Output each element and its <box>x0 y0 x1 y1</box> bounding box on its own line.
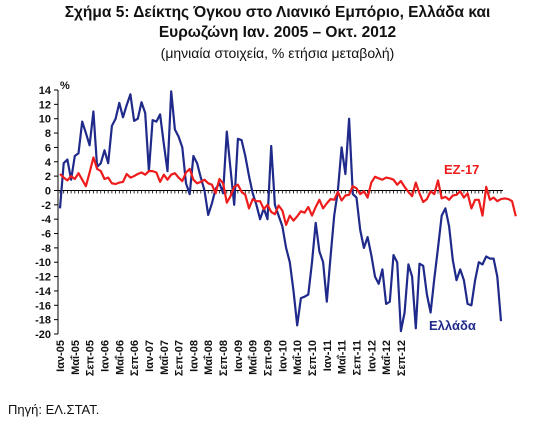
x-tick-label: Ιαν-07 <box>144 340 156 372</box>
y-tick-label: -12 <box>35 272 51 284</box>
y-tick-label: -18 <box>35 315 51 327</box>
x-tick-label: Σεπ-08 <box>218 340 230 376</box>
x-tick-label: Ιαν-11 <box>322 340 334 371</box>
y-tick-label: 14 <box>39 85 52 97</box>
x-tick-label: Ιαν-06 <box>99 340 111 372</box>
y-tick-label: -16 <box>35 300 51 312</box>
chart-title-line1: Σχήμα 5: Δείκτης Όγκου στο Λιανικό Εμπόρ… <box>64 4 491 21</box>
y-tick-label: 10 <box>39 114 51 126</box>
x-tick-label: Σεπ-07 <box>174 340 186 376</box>
series-label-ez17: ΕΖ-17 <box>444 162 479 177</box>
y-axis: 14 12 10 8 6 4 2 0 -2 -4 -6 -8 -10 -12 -14 -16 -18 -20 <box>35 85 59 341</box>
x-tick-label: Ιαν-05 <box>55 340 67 372</box>
y-axis-unit-label: % <box>60 80 70 92</box>
y-tick-label: 2 <box>45 171 51 183</box>
chart-subtitle: (μηνιαία στοιχεία, % ετήσια μεταβολή) <box>160 45 395 61</box>
x-tick-label: Μαΐ-05 <box>70 340 82 375</box>
y-tick-label: 12 <box>39 99 51 111</box>
x-tick-label: Σεπ-12 <box>396 340 408 376</box>
x-tick-label: Ιαν-10 <box>277 340 289 372</box>
x-tick-label: Ιαν-08 <box>188 340 200 372</box>
y-tick-label: 4 <box>45 157 52 169</box>
series-label-greece: Ελλάδα <box>429 318 476 333</box>
source-note: Πηγή: ΕΛ.ΣΤΑΤ. <box>8 402 100 417</box>
x-tick-label: Σεπ-05 <box>85 340 97 376</box>
x-tick-label: Σεπ-11 <box>351 340 363 376</box>
y-tick-label: -10 <box>35 257 51 269</box>
x-tick-label: Μαΐ-10 <box>292 340 304 375</box>
y-tick-label: 0 <box>45 185 51 197</box>
y-tick-label: -14 <box>35 286 52 298</box>
x-tick-label: Μαΐ-07 <box>159 340 171 375</box>
x-tick-label: Μαΐ-06 <box>114 340 126 375</box>
x-tick-label: Μαΐ-09 <box>248 340 260 375</box>
y-tick-label: 6 <box>45 142 51 154</box>
x-tick-label: Σεπ-09 <box>263 340 275 376</box>
series-line-ez17 <box>59 156 517 226</box>
y-tick-label: -20 <box>35 329 51 341</box>
y-tick-label: -8 <box>41 243 51 255</box>
x-tick-label: Μαΐ-12 <box>381 340 393 375</box>
series-group <box>58 90 517 333</box>
x-tick-label: Μαΐ-11 <box>337 340 349 374</box>
y-tick-label: -6 <box>41 229 51 241</box>
series-line-greece <box>58 90 503 333</box>
x-tick-label: Μαΐ-08 <box>203 340 215 375</box>
y-tick-label: -2 <box>41 200 51 212</box>
x-tick-label: Σεπ-10 <box>307 340 319 376</box>
chart-title-line2: Ευρωζώνη Ιαν. 2005 – Οκτ. 2012 <box>158 24 397 41</box>
y-tick-label: 8 <box>45 128 51 140</box>
x-tick-label: Σεπ-06 <box>129 340 141 376</box>
y-tick-label: -4 <box>41 214 52 226</box>
x-axis: Ιαν-05 Μαΐ-05 Σεπ-05 Ιαν-06 Μαΐ-06 Σεπ-06 Ιαν-… <box>55 189 503 376</box>
x-tick-label: Ιαν-09 <box>233 340 245 372</box>
x-tick-label: Ιαν-12 <box>366 340 378 372</box>
